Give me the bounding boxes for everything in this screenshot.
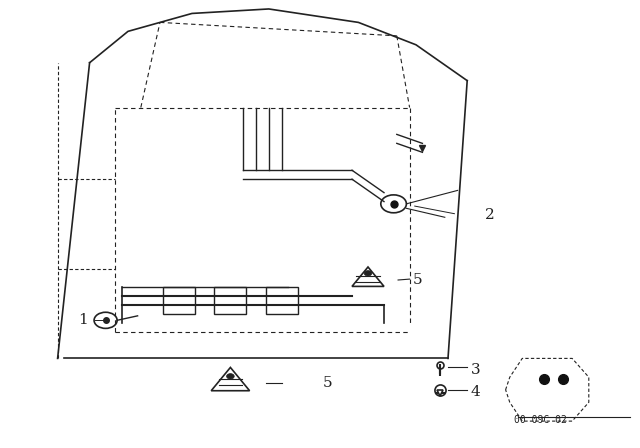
Text: 5: 5 [323, 376, 333, 390]
Circle shape [94, 312, 117, 328]
Circle shape [364, 271, 372, 276]
Bar [266, 287, 298, 314]
Text: 2: 2 [484, 208, 495, 222]
Text: 5: 5 [413, 273, 422, 287]
Text: 3: 3 [470, 362, 480, 377]
Circle shape [381, 195, 406, 213]
Text: 4: 4 [470, 385, 480, 399]
Bar [214, 287, 246, 314]
Text: 00 09C 02: 00 09C 02 [515, 415, 567, 425]
Text: 1: 1 [78, 313, 88, 327]
Circle shape [227, 374, 234, 379]
Bar [163, 287, 195, 314]
